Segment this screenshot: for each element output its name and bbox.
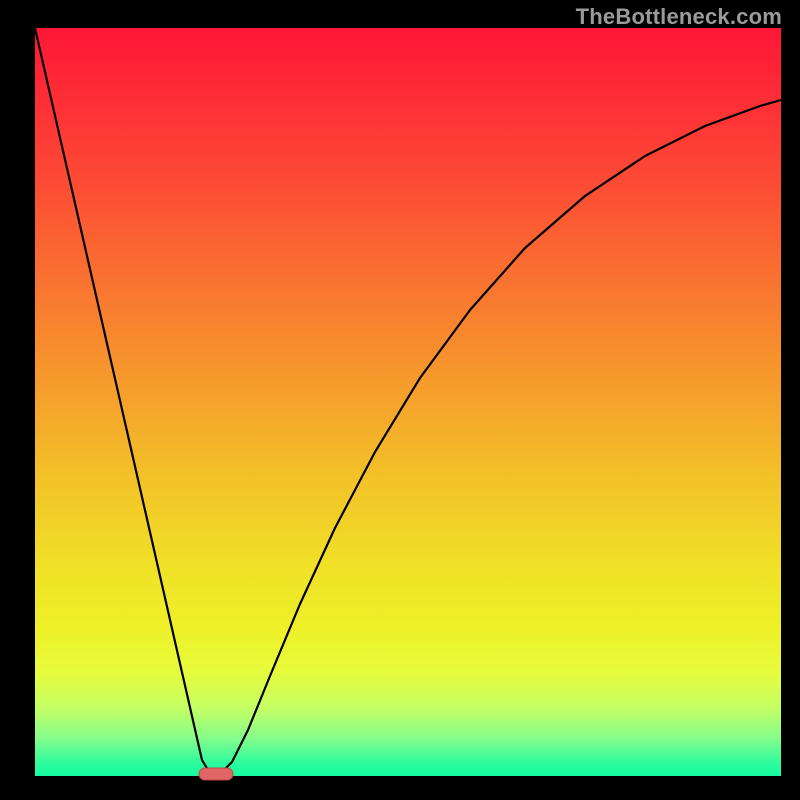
- plot-background: [35, 28, 781, 776]
- chart-container: TheBottleneck.com: [0, 0, 800, 800]
- bottleneck-plot: [0, 0, 800, 800]
- minimum-marker: [199, 768, 233, 780]
- watermark-text: TheBottleneck.com: [576, 4, 782, 30]
